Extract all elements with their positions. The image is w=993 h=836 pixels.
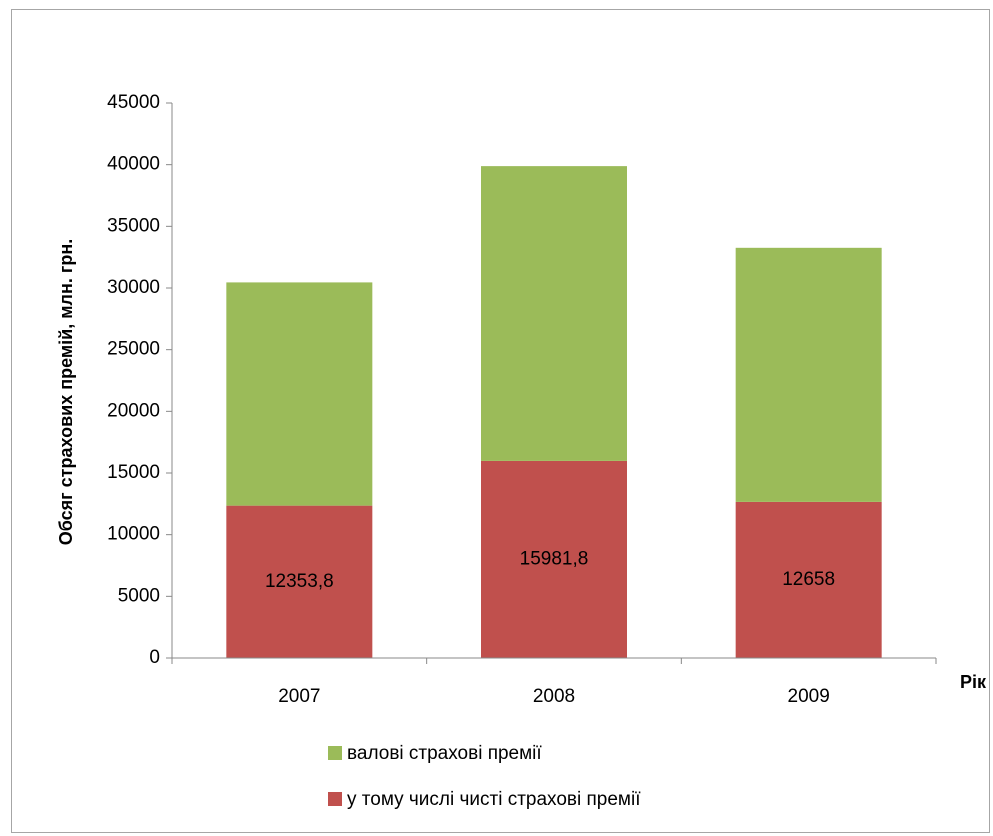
bar-2007-series-0 — [226, 505, 373, 658]
y-tick-label: 35000 — [107, 215, 160, 236]
bar-2009-series-1 — [735, 247, 882, 502]
y-axis-title: Обсяг страхових премій, млн. грн. — [56, 239, 76, 545]
y-tick-label: 0 — [149, 647, 160, 668]
bar-2008-series-1 — [481, 166, 627, 461]
legend-swatch — [328, 792, 342, 806]
y-tick-label: 5000 — [118, 585, 160, 606]
y-tick-label: 45000 — [107, 92, 160, 113]
legend-swatch — [328, 746, 342, 760]
y-tick-label: 15000 — [107, 462, 160, 483]
bars — [226, 166, 882, 658]
data-label-2008: 15981,8 — [520, 548, 589, 569]
bar-2007-series-1 — [226, 282, 373, 506]
data-label-2009: 12658 — [782, 569, 835, 590]
y-tick-label: 40000 — [107, 154, 160, 175]
legend-label: валові страхові премії — [347, 743, 542, 764]
bar-2008-series-0 — [481, 460, 627, 658]
y-tick-label: 30000 — [107, 277, 160, 298]
y-axis-ticks: 0 5000 10000 15000 20000 25000 30000 35000 40000… — [107, 92, 172, 668]
data-label-2007: 12353,8 — [265, 571, 334, 592]
legend: валові страхові премії у тому числі чисті… — [328, 743, 641, 810]
legend-label: у тому числі чисті страхові премії — [347, 789, 641, 810]
x-axis-ticks: 2007 2008 2009 — [171, 658, 937, 707]
y-tick-label: 20000 — [107, 400, 160, 421]
y-tick-label: 25000 — [107, 339, 160, 360]
x-axis-title: Рік — [960, 672, 987, 692]
data-labels: 12353,8 15981,8 12658 — [265, 548, 835, 591]
x-tick-label: 2009 — [788, 686, 830, 707]
x-tick-label: 2008 — [533, 686, 575, 707]
y-tick-label: 10000 — [107, 524, 160, 545]
bar-2009-series-0 — [735, 501, 882, 658]
x-tick-label: 2007 — [278, 686, 320, 707]
